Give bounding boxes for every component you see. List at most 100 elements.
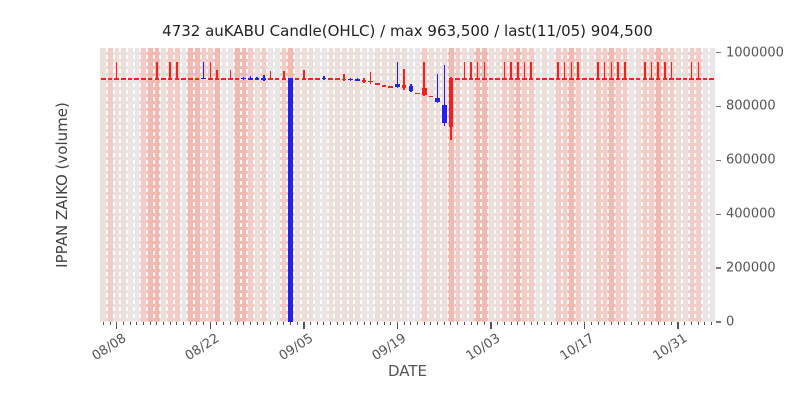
candle-body-up	[615, 78, 621, 80]
x-minor-tick	[503, 322, 505, 326]
candle-body-up	[294, 78, 300, 80]
day-volume-stripe	[227, 48, 234, 322]
day-volume-stripe	[554, 48, 562, 322]
x-minor-tick	[477, 322, 479, 326]
day-gridline	[132, 48, 135, 322]
day-gridline	[339, 48, 342, 322]
x-minor-tick	[343, 322, 345, 326]
candle-body-up	[174, 78, 180, 80]
candle-body-up	[207, 78, 213, 80]
day-gridline	[406, 48, 409, 322]
x-minor-tick	[156, 322, 158, 326]
day-volume-stripe	[273, 48, 281, 322]
day-volume-stripe	[133, 48, 141, 322]
candle-body-up	[629, 78, 634, 80]
x-minor-tick	[684, 322, 686, 326]
day-gridline	[667, 48, 670, 322]
day-volume-stripe	[153, 48, 161, 322]
x-minor-tick	[671, 322, 673, 326]
candle-body-up	[609, 78, 614, 80]
candle-wick-up	[483, 62, 486, 79]
day-volume-stripe	[307, 48, 315, 322]
day-gridline	[139, 48, 142, 322]
x-tick-label: 09/19	[370, 331, 410, 364]
candle-body-up	[308, 78, 313, 80]
candle-body-up	[448, 78, 454, 127]
day-volume-stripe	[534, 48, 542, 322]
day-volume-stripe	[414, 48, 422, 322]
day-gridline	[353, 48, 356, 322]
day-gridline	[640, 48, 643, 322]
day-gridline	[226, 48, 229, 322]
x-minor-tick	[564, 322, 566, 326]
day-gridline	[527, 48, 530, 322]
day-volume-stripe	[100, 48, 107, 322]
candle-body-up	[649, 78, 654, 80]
candle-body-up	[595, 78, 601, 80]
candle-body-down	[355, 78, 360, 81]
day-gridline	[680, 48, 683, 322]
day-volume-stripe	[220, 48, 228, 322]
x-minor-tick	[437, 322, 439, 326]
candle-body-up	[548, 78, 554, 80]
day-volume-stripe	[407, 48, 415, 322]
x-tick-label: 09/05	[276, 331, 317, 364]
x-major-tick	[303, 322, 305, 329]
day-gridline	[694, 48, 697, 322]
day-gridline	[507, 48, 510, 322]
day-gridline	[326, 48, 329, 322]
day-volume-stripe	[547, 48, 555, 322]
plot-area	[100, 48, 716, 322]
day-gridline	[627, 48, 630, 322]
x-minor-tick	[443, 322, 445, 326]
x-minor-tick	[383, 322, 385, 326]
day-volume-stripe	[494, 48, 502, 322]
x-minor-tick	[463, 322, 465, 326]
candle-wick-up	[644, 62, 646, 79]
candle-body-up	[602, 78, 607, 80]
day-gridline	[700, 48, 703, 322]
candle-body-up	[655, 78, 661, 80]
day-gridline	[380, 48, 383, 322]
x-minor-tick	[350, 322, 352, 326]
day-volume-stripe	[460, 48, 468, 322]
x-minor-tick	[637, 322, 639, 326]
day-gridline	[614, 48, 617, 322]
candle-body-up	[147, 78, 153, 80]
day-volume-stripe	[688, 48, 696, 322]
day-gridline	[313, 48, 316, 322]
x-minor-tick	[136, 322, 138, 326]
candle-body-up	[508, 78, 514, 80]
day-volume-stripe	[206, 48, 214, 322]
x-tick-label: 08/22	[182, 331, 223, 364]
day-gridline	[393, 48, 396, 322]
candle-body-up	[154, 78, 160, 80]
candle-body-up	[635, 78, 641, 80]
candle-wick-up	[610, 62, 613, 79]
candle-wick-up	[523, 62, 526, 79]
day-gridline	[567, 48, 570, 322]
day-volume-stripe	[394, 48, 402, 322]
x-minor-tick	[410, 322, 412, 326]
y-right-tick	[716, 267, 721, 269]
x-minor-tick	[544, 322, 546, 326]
candle-wick-up	[476, 62, 479, 79]
x-minor-tick	[176, 322, 178, 326]
x-minor-tick	[691, 322, 693, 326]
x-minor-tick	[216, 322, 218, 326]
x-minor-tick	[149, 322, 151, 326]
day-gridline	[426, 48, 429, 322]
candle-body-up	[134, 78, 140, 80]
day-gridline	[293, 48, 296, 322]
x-minor-tick	[283, 322, 285, 326]
day-gridline	[687, 48, 690, 322]
x-minor-tick	[483, 322, 485, 326]
x-major-tick	[677, 322, 679, 329]
x-minor-tick	[276, 322, 278, 326]
candle-wick-down	[396, 62, 399, 89]
day-gridline	[466, 48, 469, 322]
chart-title: 4732 auKABU Candle(OHLC) / max 963,500 /…	[162, 22, 653, 40]
x-major-tick	[209, 322, 212, 329]
x-minor-tick	[650, 322, 652, 326]
